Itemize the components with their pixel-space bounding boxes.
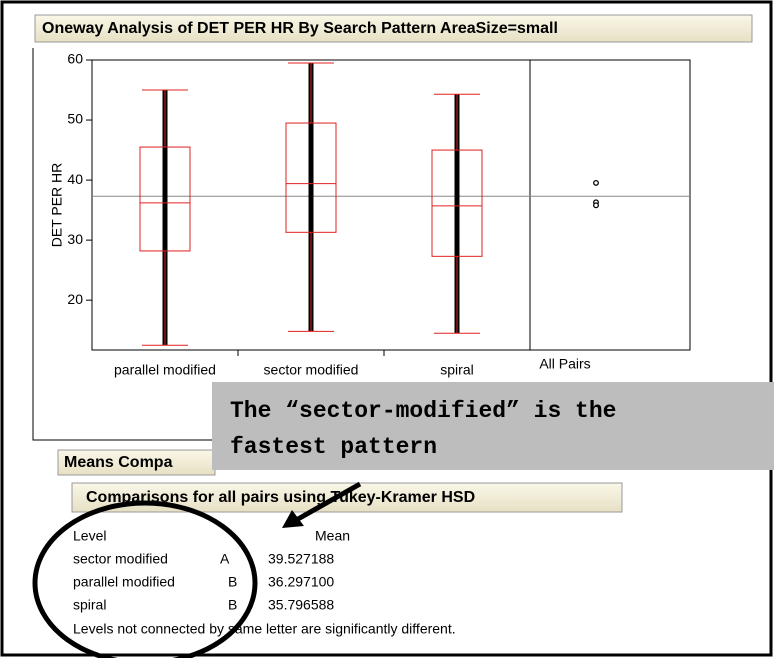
data-points [162,90,168,346]
y-tick-label: 60 [67,51,83,67]
plot-frame [91,59,691,351]
chart-title: Oneway Analysis of DET PER HR By Search … [42,20,558,37]
box [431,149,483,257]
y-tick-label: 50 [67,111,83,127]
y-tick-label: 30 [67,231,83,247]
section-title: Means Compa [64,454,173,471]
group-letter: B [228,597,237,613]
mean-value: 36.297100 [268,574,334,590]
table-rows: sector modified A 39.527188 parallel modifi… [73,551,334,613]
y-tick-label: 40 [67,171,83,187]
plot: 20 30 40 50 60 parallel modified sector modifi… [67,51,690,378]
subsection-header [71,482,623,513]
column-header: Mean [315,528,350,544]
table-note: Levels not connected by same letter are … [73,621,456,637]
subsection-title: Comparisons for all pairs using Tukey-Kr… [86,489,475,506]
mean-value: 35.796588 [268,597,334,613]
mean-marker [593,202,599,209]
level-name: parallel modified [73,574,175,590]
callout-arrow [296,481,362,522]
y-axis-label: DET PER HR [49,163,65,248]
data-points [308,63,314,332]
box [285,122,337,233]
title-bar [34,14,753,43]
x-tick-label: sector modified [264,362,359,378]
group-letter: A [220,551,230,567]
x-tick-label: spiral [440,362,473,378]
group-letter: B [228,574,237,590]
column-header: Level [73,528,106,544]
mean-value: 39.527188 [268,551,334,567]
arrow-head [282,510,304,528]
y-tick-label: 20 [67,291,83,307]
section-header [57,449,216,476]
callout-text: The “sector-modified” is the [230,398,616,424]
data-points [454,94,460,334]
level-name: sector modified [73,551,168,567]
mean-marker [593,179,599,186]
callout-text: fastest pattern [230,434,437,460]
level-name: spiral [73,597,106,613]
panel-label: All Pairs [539,356,590,372]
callout-box [212,382,774,470]
x-tick-label: parallel modified [114,362,216,378]
highlight-ellipse [32,500,258,658]
box [139,146,191,252]
